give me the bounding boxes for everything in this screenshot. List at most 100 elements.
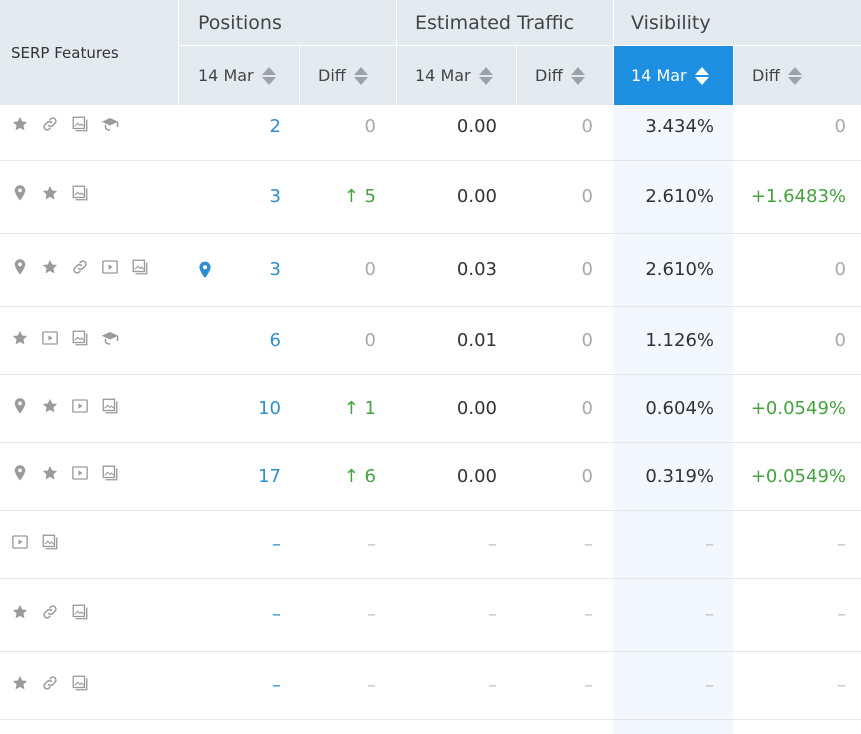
traffic-value: 0.00 — [456, 186, 497, 207]
link-icon[interactable] — [40, 673, 60, 693]
star-icon[interactable] — [40, 463, 60, 483]
position-diff-value: 0 — [364, 330, 376, 351]
traffic-value: 0.00 — [456, 466, 497, 487]
star-icon[interactable] — [40, 257, 60, 277]
table-row: – – – – – – — [0, 579, 861, 652]
traffic-value: – — [488, 675, 497, 696]
graduation-cap-icon[interactable] — [100, 328, 120, 348]
sort-icon — [694, 65, 709, 87]
position-value[interactable]: 17 — [258, 466, 281, 487]
link-icon[interactable] — [40, 114, 60, 134]
image-icon[interactable] — [70, 673, 90, 693]
position-diff-value: – — [367, 675, 376, 696]
local-pack-pin-icon[interactable] — [197, 260, 213, 284]
table-row: 6 0 0.01 0 1.126% 0 — [0, 307, 861, 375]
visibility-diff-value: – — [837, 675, 846, 696]
position-diff-value: ↑ 1 — [343, 398, 376, 419]
visibility-header: Visibility — [613, 0, 861, 45]
star-icon[interactable] — [10, 114, 30, 134]
image-icon[interactable] — [100, 463, 120, 483]
traffic-diff-value: 0 — [581, 259, 593, 280]
position-value[interactable]: 10 — [258, 398, 281, 419]
serp-features-header: SERP Features — [11, 43, 119, 62]
serp-feature-icons — [10, 463, 120, 483]
traffic-value: 0.01 — [456, 330, 497, 351]
serp-feature-icons — [10, 183, 90, 203]
sort-positions-date[interactable]: 14 Mar — [178, 45, 299, 105]
graduation-cap-icon[interactable] — [100, 114, 120, 134]
traffic-value: 0.00 — [456, 398, 497, 419]
traffic-diff-value: 0 — [581, 466, 593, 487]
visibility-value: 1.126% — [645, 330, 714, 351]
position-value[interactable]: 3 — [269, 259, 281, 280]
sort-icon — [478, 65, 493, 87]
sort-positions-diff[interactable]: Diff — [299, 45, 396, 105]
position-value[interactable]: – — [272, 534, 281, 555]
visibility-diff-value: 0 — [834, 116, 846, 137]
video-icon[interactable] — [40, 328, 60, 348]
sort-label: 14 Mar — [631, 66, 687, 85]
visibility-value: – — [705, 604, 714, 625]
traffic-value: – — [488, 534, 497, 555]
pin-icon[interactable] — [10, 183, 30, 203]
video-icon[interactable] — [100, 257, 120, 277]
image-icon[interactable] — [70, 114, 90, 134]
sort-label: Diff — [535, 66, 563, 85]
position-diff-value: 0 — [364, 116, 376, 137]
position-value[interactable]: 6 — [269, 330, 281, 351]
pin-icon[interactable] — [10, 463, 30, 483]
traffic-diff-value: – — [584, 604, 593, 625]
serp-feature-icons — [10, 396, 120, 416]
sort-visibility-date[interactable]: 14 Mar — [613, 45, 733, 105]
serp-feature-icons — [10, 114, 120, 134]
image-icon[interactable] — [100, 396, 120, 416]
serp-feature-icons — [10, 602, 90, 622]
visibility-value: 3.434% — [645, 116, 714, 137]
sort-icon — [787, 65, 802, 87]
position-value[interactable]: 3 — [269, 186, 281, 207]
visibility-diff-value: – — [837, 534, 846, 555]
video-icon[interactable] — [70, 396, 90, 416]
sort-visibility-diff[interactable]: Diff — [733, 45, 861, 105]
star-icon[interactable] — [10, 328, 30, 348]
traffic-value: 0.00 — [456, 116, 497, 137]
visibility-column-highlight — [613, 105, 733, 734]
position-value[interactable]: – — [272, 604, 281, 625]
pin-icon[interactable] — [10, 396, 30, 416]
table-row: – – – – – – — [0, 511, 861, 579]
visibility-value: 2.610% — [645, 259, 714, 280]
link-icon[interactable] — [70, 257, 90, 277]
video-icon[interactable] — [70, 463, 90, 483]
position-diff-value: ↑ 6 — [343, 466, 376, 487]
position-diff-value: ↑ 5 — [343, 186, 376, 207]
visibility-value: 2.610% — [645, 186, 714, 207]
image-icon[interactable] — [70, 602, 90, 622]
star-icon[interactable] — [40, 183, 60, 203]
image-icon[interactable] — [40, 532, 60, 552]
sort-traffic-diff[interactable]: Diff — [516, 45, 613, 105]
traffic-diff-value: 0 — [581, 186, 593, 207]
visibility-value: 0.604% — [645, 398, 714, 419]
image-icon[interactable] — [70, 183, 90, 203]
image-icon[interactable] — [130, 257, 150, 277]
traffic-header: Estimated Traffic — [396, 0, 613, 45]
positions-header: Positions — [178, 0, 396, 45]
sort-traffic-date[interactable]: 14 Mar — [396, 45, 516, 105]
serp-feature-icons — [10, 532, 60, 552]
position-value[interactable]: – — [272, 675, 281, 696]
visibility-diff-value: +0.0549% — [750, 466, 846, 487]
star-icon[interactable] — [40, 396, 60, 416]
image-icon[interactable] — [70, 328, 90, 348]
visibility-diff-value: +0.0549% — [750, 398, 846, 419]
star-icon[interactable] — [10, 673, 30, 693]
traffic-diff-value: 0 — [581, 398, 593, 419]
traffic-value: 0.03 — [456, 259, 497, 280]
link-icon[interactable] — [40, 602, 60, 622]
position-value[interactable]: 2 — [269, 116, 281, 137]
table-row: – – – – – – — [0, 652, 861, 720]
pin-icon[interactable] — [10, 257, 30, 277]
sort-icon — [353, 65, 368, 87]
star-icon[interactable] — [10, 602, 30, 622]
video-icon[interactable] — [10, 532, 30, 552]
